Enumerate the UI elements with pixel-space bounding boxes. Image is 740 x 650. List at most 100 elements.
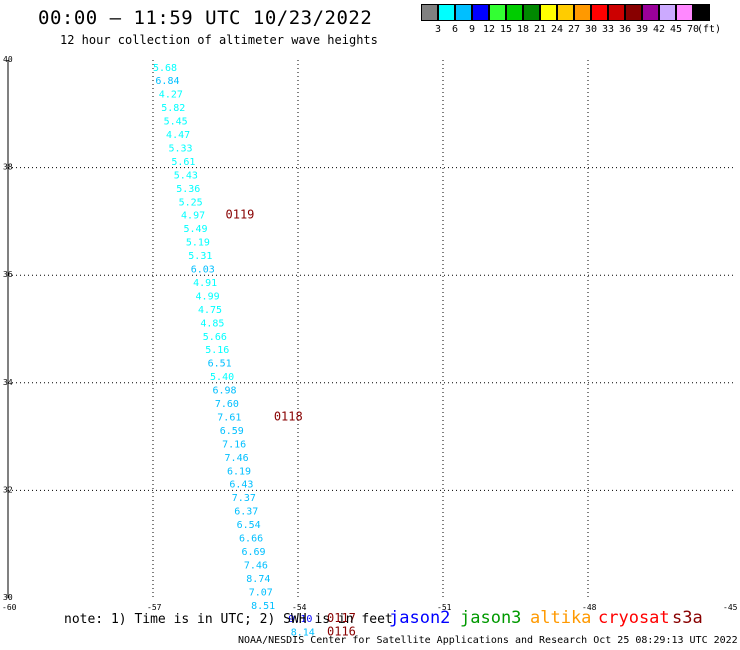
legend-tick: 27	[567, 24, 581, 35]
legend-tick: 36	[618, 24, 632, 35]
legend-swatch	[523, 4, 540, 21]
satellite-label-cryosat: cryosat	[598, 608, 670, 628]
legend-tick: 12	[482, 24, 496, 35]
satellite-label-s3a: s3a	[672, 608, 703, 628]
y-tick-label: 32	[3, 485, 13, 494]
wave-height-label: 5.49	[183, 224, 207, 235]
legend-swatch	[506, 4, 523, 21]
legend-swatch	[574, 4, 591, 21]
y-tick-label: 34	[3, 378, 13, 387]
legend-tick: 33	[601, 24, 615, 35]
chart-title: 00:00 – 11:59 UTC 10/23/2022	[38, 7, 373, 29]
wave-height-label: 8.74	[246, 574, 270, 585]
wave-height-label: 7.16	[222, 439, 246, 450]
wave-height-label: 5.16	[205, 345, 229, 356]
wave-height-label: 7.37	[232, 493, 256, 504]
legend-unit: (ft)	[696, 24, 722, 35]
wave-height-label: 6.59	[220, 426, 244, 437]
wave-height-label: 4.85	[200, 318, 224, 329]
wave-height-label: 6.51	[208, 359, 232, 370]
wave-height-label: 6.19	[227, 466, 251, 477]
legend-swatch	[693, 4, 710, 21]
wave-height-label: 4.75	[198, 305, 222, 316]
legend-tick: 39	[635, 24, 649, 35]
wave-height-label: 5.66	[203, 332, 227, 343]
wave-height-label: 7.46	[244, 560, 268, 571]
legend-swatch	[438, 4, 455, 21]
wave-height-label: 6.84	[155, 76, 179, 87]
wave-height-label: 6.37	[234, 507, 258, 518]
legend-swatch	[489, 4, 506, 21]
wave-height-label: 5.82	[161, 103, 185, 114]
credit-line: NOAA/NESDIS Center for Satellite Applica…	[238, 635, 738, 646]
wave-height-label: 7.46	[225, 453, 249, 464]
wave-height-label: 4.99	[196, 291, 220, 302]
wave-height-label: 9.10	[288, 614, 312, 625]
legend-tick: 24	[550, 24, 564, 35]
legend-swatch	[642, 4, 659, 21]
wave-height-label: 5.36	[176, 184, 200, 195]
track-id-label: 0119	[226, 208, 255, 222]
wave-height-label: 4.97	[181, 211, 205, 222]
y-tick-label: 36	[3, 270, 13, 279]
satellite-label-jason3: jason3	[460, 608, 522, 628]
legend-swatch	[591, 4, 608, 21]
track-id-label: 0116	[327, 625, 356, 639]
wave-height-label: 6.98	[212, 386, 236, 397]
wave-height-label: 5.43	[174, 170, 198, 181]
legend-tick: 18	[516, 24, 530, 35]
wave-height-label: 6.03	[191, 265, 215, 276]
legend-swatch	[625, 4, 642, 21]
wave-height-label: 7.61	[217, 412, 241, 423]
x-tick-label: -54	[292, 603, 307, 612]
wave-height-label: 5.68	[153, 63, 177, 74]
legend-tick: 15	[499, 24, 513, 35]
wave-height-label: 4.91	[193, 278, 217, 289]
wave-height-label: 7.60	[215, 399, 239, 410]
wave-height-label: 5.19	[186, 238, 210, 249]
legend-swatch	[557, 4, 574, 21]
x-tick-label: -60	[2, 603, 17, 612]
legend-swatch	[472, 4, 489, 21]
x-tick-label: -48	[582, 603, 597, 612]
y-tick-label: 30	[3, 593, 13, 602]
legend-tick: 9	[468, 24, 476, 35]
x-tick-label: -51	[437, 603, 452, 612]
wave-height-label: 7.07	[249, 587, 273, 598]
wave-height-label: 6.69	[241, 547, 265, 558]
legend-tick: 3	[434, 24, 442, 35]
legend-tick: 6	[451, 24, 459, 35]
wave-height-label: 5.40	[210, 372, 234, 383]
legend-swatch	[676, 4, 693, 21]
wave-height-label: 6.43	[229, 480, 253, 491]
y-tick-label: 40	[3, 55, 13, 64]
legend-swatch	[455, 4, 472, 21]
legend-swatch	[421, 4, 438, 21]
legend-tick: 21	[533, 24, 547, 35]
track-id-label: 0117	[327, 611, 356, 625]
x-tick-label: -57	[147, 603, 162, 612]
legend-swatch	[608, 4, 625, 21]
wave-height-label: 5.45	[164, 117, 188, 128]
legend-tick: 30	[584, 24, 598, 35]
wave-height-label: 5.25	[179, 197, 203, 208]
footer-note: note: 1) Time is in UTC; 2) SWH is in fe…	[64, 612, 393, 627]
legend-swatch	[540, 4, 557, 21]
wave-height-label: 6.66	[239, 534, 263, 545]
wave-height-label: 5.61	[171, 157, 195, 168]
satellite-label-jason2: jason2	[389, 608, 451, 628]
legend-swatch	[659, 4, 676, 21]
legend-tick: 42	[652, 24, 666, 35]
wave-height-label: 8.51	[251, 601, 275, 612]
wave-height-label: 8.14	[291, 628, 315, 639]
chart-subtitle: 12 hour collection of altimeter wave hei…	[60, 33, 378, 47]
legend-tick: 45	[669, 24, 683, 35]
wave-height-label: 6.54	[237, 520, 261, 531]
track-id-label: 0118	[274, 409, 303, 423]
wave-height-label: 4.47	[166, 130, 190, 141]
wave-height-label: 5.33	[168, 143, 192, 154]
legend-tick: 70	[686, 24, 700, 35]
x-tick-label: -45	[723, 603, 738, 612]
y-tick-label: 38	[3, 163, 13, 172]
